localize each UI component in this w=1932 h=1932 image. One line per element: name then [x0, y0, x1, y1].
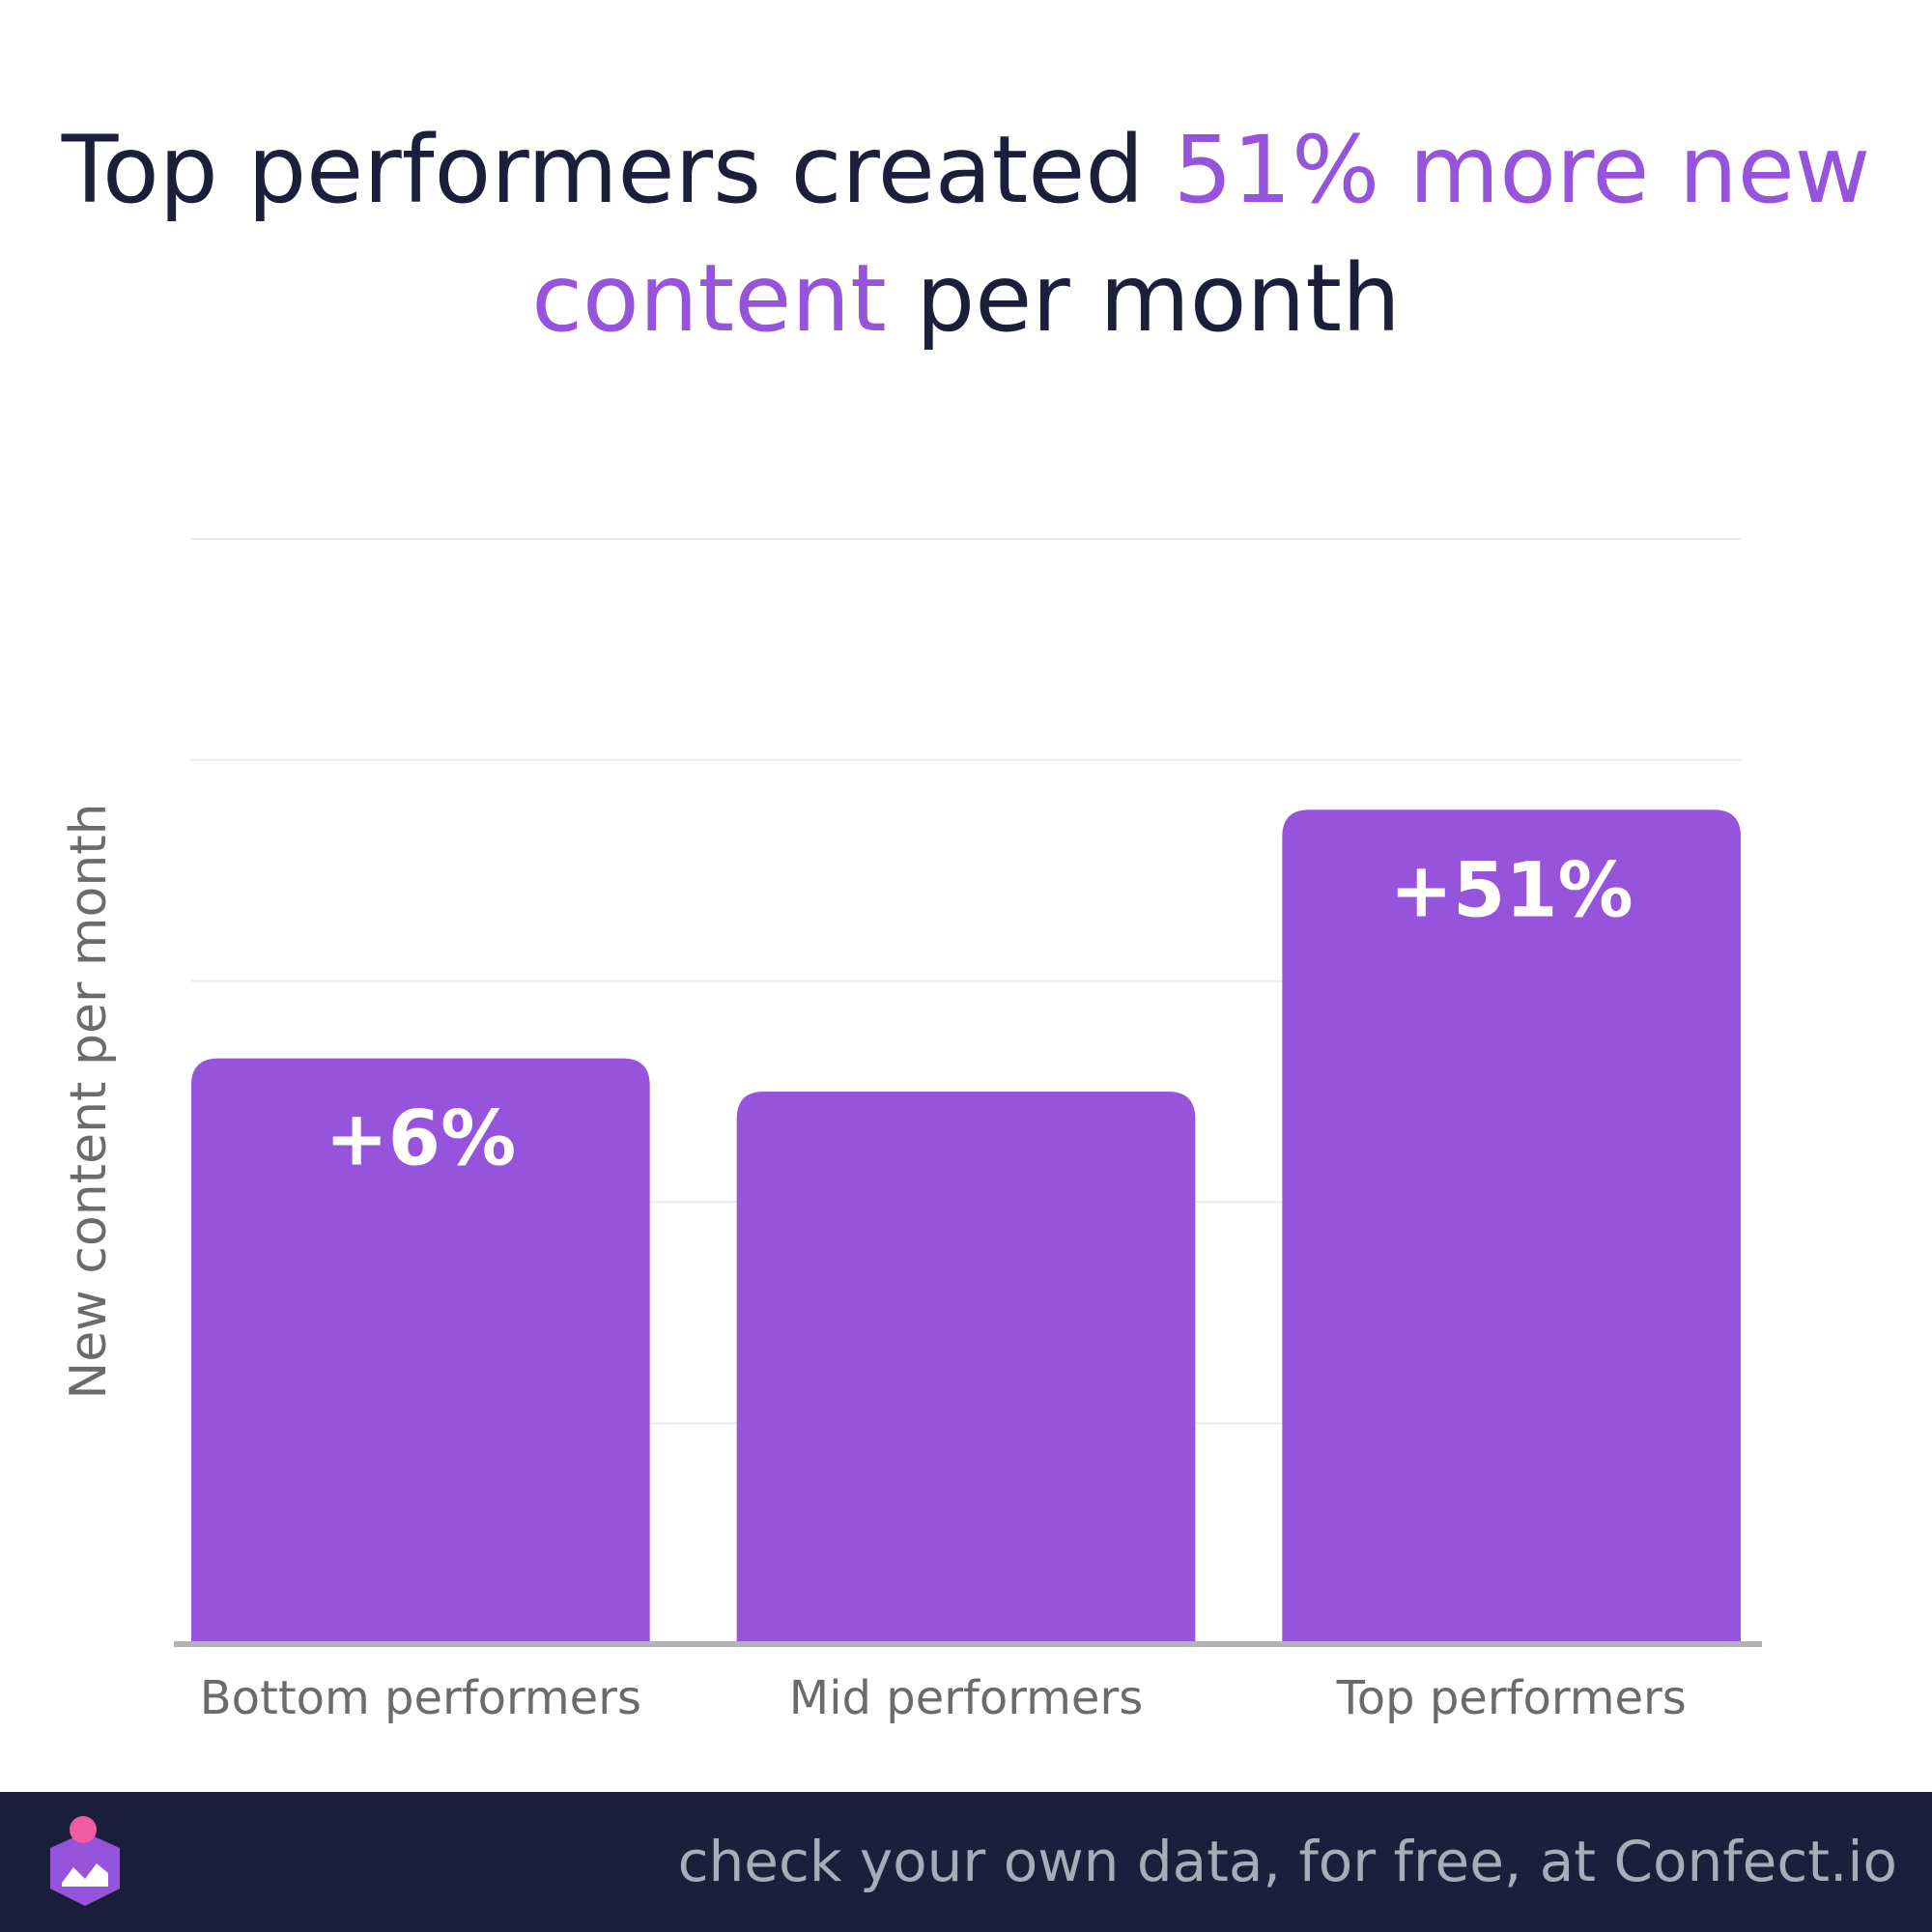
chart-title: Top performers created 51% more new conte… [58, 106, 1874, 363]
x-tick-label: Top performers [1336, 1671, 1687, 1725]
title-highlight-1: 51% more new [1173, 116, 1871, 224]
footer-banner: check your own data, for free, at Confec… [0, 1792, 1932, 1932]
confect-logo-icon[interactable] [37, 1815, 133, 1912]
bar-top-performers [1282, 810, 1741, 1644]
bar-chart: +6% Bottom performers Mid performers +51% To… [174, 538, 1762, 1725]
title-part-2: per month [886, 244, 1401, 353]
footer-cta-text[interactable]: check your own data, for free, at Confec… [677, 1829, 1897, 1894]
y-axis-label: New content per month [60, 803, 118, 1400]
x-tick-label: Mid performers [789, 1671, 1143, 1725]
data-label: +51% [1390, 847, 1634, 934]
bar-bottom-performers [191, 1058, 650, 1644]
title-highlight-2: content [531, 244, 887, 353]
bar-mid-performers [736, 1092, 1196, 1644]
data-label: +6% [325, 1096, 516, 1183]
x-tick-label: Bottom performers [200, 1671, 641, 1725]
title-part-1: Top performers created [61, 116, 1174, 224]
